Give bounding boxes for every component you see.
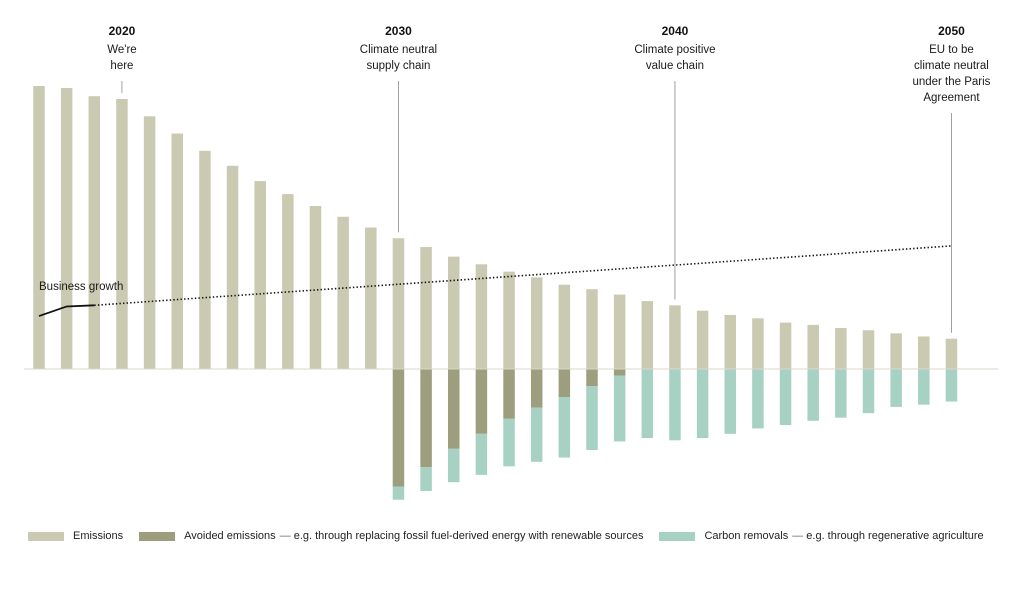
milestone-year-2030: 2030 [385, 24, 412, 38]
emission-bar-2050 [945, 338, 958, 369]
emissions-chart: Business growth 2020 We're here 2030 Climate… [24, 24, 998, 500]
avoided-bar-2033 [475, 369, 488, 434]
legend-label-emissions: Emissions [73, 530, 124, 542]
avoided-bar-2034 [503, 369, 515, 419]
removal-bar-2030 [392, 486, 405, 500]
removal-bar-2037 [586, 386, 598, 450]
milestone-text-2020-2: here [110, 60, 133, 72]
legend-swatch-emissions [28, 531, 64, 541]
emission-bar-2047 [862, 330, 875, 369]
emission-bar-2018 [60, 87, 73, 369]
business-growth-trend: Business growth [38, 245, 952, 317]
emission-bar-2025 [254, 181, 266, 369]
legend-item-removals: Carbon removals e.g. through regenerativ… [659, 530, 984, 542]
legend-note-removals: e.g. through regenerative agriculture [792, 530, 983, 542]
milestones-group: 2020 We're here 2030 Climate neutral supply c… [107, 24, 991, 333]
emission-bar-2037 [586, 289, 598, 369]
milestone-text-2040-1: Climate positive [634, 44, 715, 56]
emission-bar-2032 [448, 256, 460, 369]
emission-bar-2021 [143, 116, 156, 369]
emission-bar-2039 [641, 301, 654, 369]
removal-bar-2047 [862, 369, 875, 414]
emission-bar-2019 [88, 96, 101, 370]
milestone-text-2030-1: Climate neutral [360, 44, 437, 56]
avoided-bar-2035 [530, 369, 543, 408]
avoided-bar-2031 [420, 369, 432, 468]
emission-bar-2034 [503, 271, 515, 369]
emission-bar-2033 [475, 264, 488, 369]
removal-bar-2042 [724, 369, 736, 434]
emission-bar-2043 [752, 318, 764, 369]
emission-bar-2022 [171, 133, 183, 369]
milestone-text-2050-2: climate neutral [914, 60, 989, 72]
growth-line-dotted [94, 245, 952, 307]
avoided-bar-2037 [586, 369, 598, 387]
removal-bar-2050 [945, 369, 958, 402]
removal-bar-2034 [503, 418, 515, 467]
milestone-text-2050-4: Agreement [923, 92, 980, 104]
removal-bar-2048 [890, 369, 902, 407]
removal-bar-2039 [641, 369, 654, 439]
milestone-text-2050-3: under the Paris [912, 76, 990, 88]
removal-bar-2049 [918, 369, 930, 405]
removal-bar-2045 [807, 369, 819, 421]
removal-bar-2044 [779, 369, 792, 426]
emission-bar-2042 [724, 314, 736, 369]
legend-label-avoided: Avoided emissions [184, 530, 276, 542]
removal-bar-2038 [613, 375, 626, 442]
removal-bar-2035 [530, 407, 543, 462]
milestone-text-2020-1: We're [107, 44, 136, 56]
milestone-year-2050: 2050 [938, 24, 965, 38]
legend-swatch-removals [659, 531, 696, 541]
milestone-year-2020: 2020 [109, 24, 136, 38]
legend-label-removals: Carbon removals [704, 530, 789, 542]
avoided-bar-2036 [558, 369, 571, 398]
emission-bars-group [33, 86, 958, 370]
avoided-bar-2038 [613, 369, 626, 376]
legend-swatch-avoided [139, 531, 176, 541]
milestone-text-2040-2: value chain [646, 60, 704, 72]
emission-bar-2045 [807, 324, 819, 369]
emission-bar-2036 [558, 284, 571, 369]
emission-bar-2017 [33, 86, 45, 369]
emission-bar-2027 [309, 205, 322, 369]
emission-bar-2041 [696, 310, 709, 369]
emission-bar-2026 [282, 194, 294, 369]
avoided-bar-2032 [448, 369, 460, 449]
removal-bar-2041 [696, 369, 709, 439]
removal-bar-2046 [835, 369, 847, 418]
emission-bar-2038 [613, 294, 626, 369]
legend: Emissions Avoided emissions e.g. through… [28, 530, 1000, 542]
removal-bar-2031 [420, 467, 432, 491]
removal-bar-2033 [475, 433, 488, 475]
emission-bar-2029 [365, 227, 377, 369]
legend-item-emissions: Emissions [28, 530, 123, 542]
milestone-text-2050-1: EU to be [929, 44, 974, 56]
emission-bar-2040 [669, 305, 681, 369]
emission-bar-2046 [835, 327, 847, 369]
emission-bar-2031 [420, 247, 432, 369]
emission-bar-2028 [337, 216, 349, 369]
milestone-year-2040: 2040 [662, 24, 689, 38]
emission-bar-2044 [779, 322, 792, 369]
removal-bar-2040 [669, 369, 681, 441]
negative-bars-group [392, 369, 958, 500]
legend-item-avoided: Avoided emissions e.g. through replacing… [139, 530, 643, 542]
growth-line-solid [38, 304, 95, 317]
emission-bar-2048 [890, 333, 902, 369]
emission-bar-2030 [392, 238, 405, 369]
legend-note-avoided: e.g. through replacing fossil fuel-deriv… [280, 530, 644, 542]
emission-bar-2020 [116, 99, 128, 369]
removal-bar-2043 [752, 369, 764, 429]
removal-bar-2032 [448, 448, 460, 483]
emission-bar-2035 [530, 277, 543, 369]
avoided-bar-2030 [392, 369, 405, 487]
removal-bar-2036 [558, 397, 571, 458]
emission-bar-2024 [226, 165, 239, 369]
emission-bar-2049 [918, 336, 930, 369]
emission-bar-2023 [199, 150, 211, 369]
business-growth-label: Business growth [39, 281, 123, 293]
milestone-text-2030-2: supply chain [366, 60, 430, 72]
